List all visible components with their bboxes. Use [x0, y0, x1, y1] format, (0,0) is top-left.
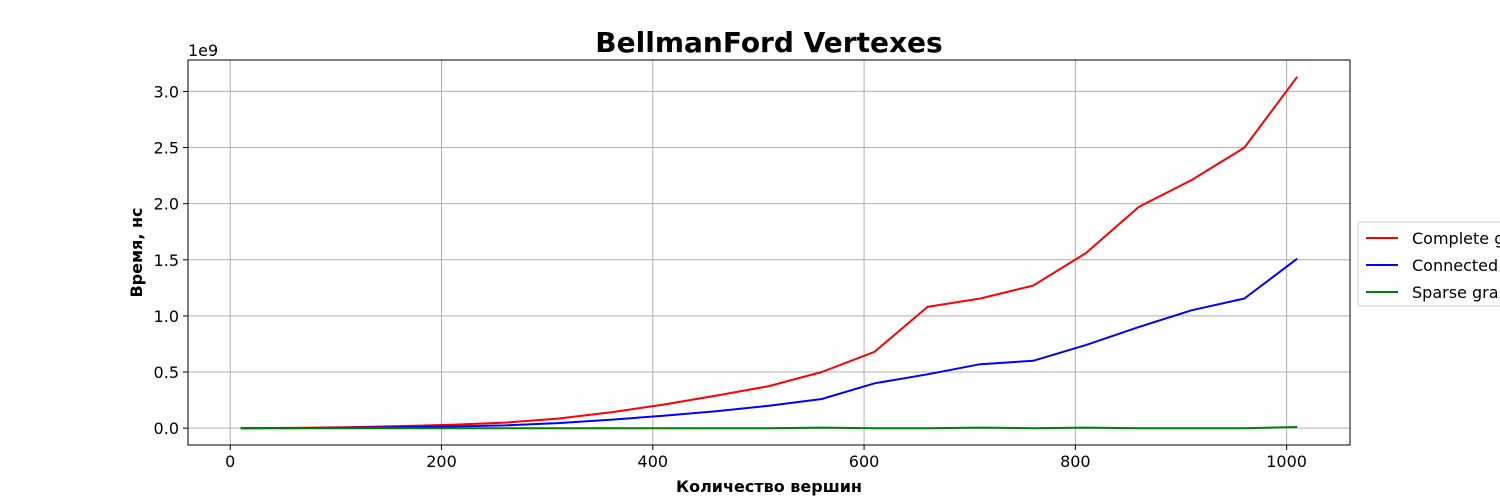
plot-frame: [187, 59, 1351, 446]
y-axis-label: Время, нс: [127, 207, 146, 297]
axis-ticks: 0 200 400 600 800 1000 0.0 0.5 1.0 1.5 2.0 2.5 3.0: [154, 82, 1307, 471]
legend-label-2: Connected: [1412, 256, 1498, 275]
grid-lines: [188, 60, 1350, 445]
series-line-3: [240, 426, 1298, 430]
x-tick-label: 1000: [1266, 452, 1307, 471]
x-tick-label: 0: [225, 452, 235, 471]
y-axis-offset-label: 1e9: [188, 41, 218, 60]
legend-label-1: Complete g: [1412, 229, 1500, 248]
series-lines: [240, 76, 1299, 430]
x-tick-label: 600: [849, 452, 880, 471]
y-tick-label: 2.0: [154, 195, 179, 214]
y-tick-label: 1.5: [154, 251, 179, 270]
x-tick-label: 200: [426, 452, 457, 471]
legend-box: [1357, 221, 1500, 307]
y-tick-label: 2.5: [154, 139, 179, 158]
y-tick-label: 1.0: [154, 307, 179, 326]
x-tick-label: 400: [638, 452, 669, 471]
x-tick-label: 800: [1060, 452, 1091, 471]
x-axis-label: Количество вершин: [676, 477, 862, 496]
series-line-1: [240, 76, 1299, 430]
y-tick-label: 0.0: [154, 419, 179, 438]
chart-title: BellmanFord Vertexes: [595, 26, 942, 59]
legend: Complete g Connected Sparse gra: [1357, 221, 1500, 307]
y-tick-label: 3.0: [154, 82, 179, 101]
series-line-2: [240, 257, 1298, 430]
legend-label-3: Sparse gra: [1412, 283, 1499, 302]
y-tick-label: 0.5: [154, 363, 179, 382]
